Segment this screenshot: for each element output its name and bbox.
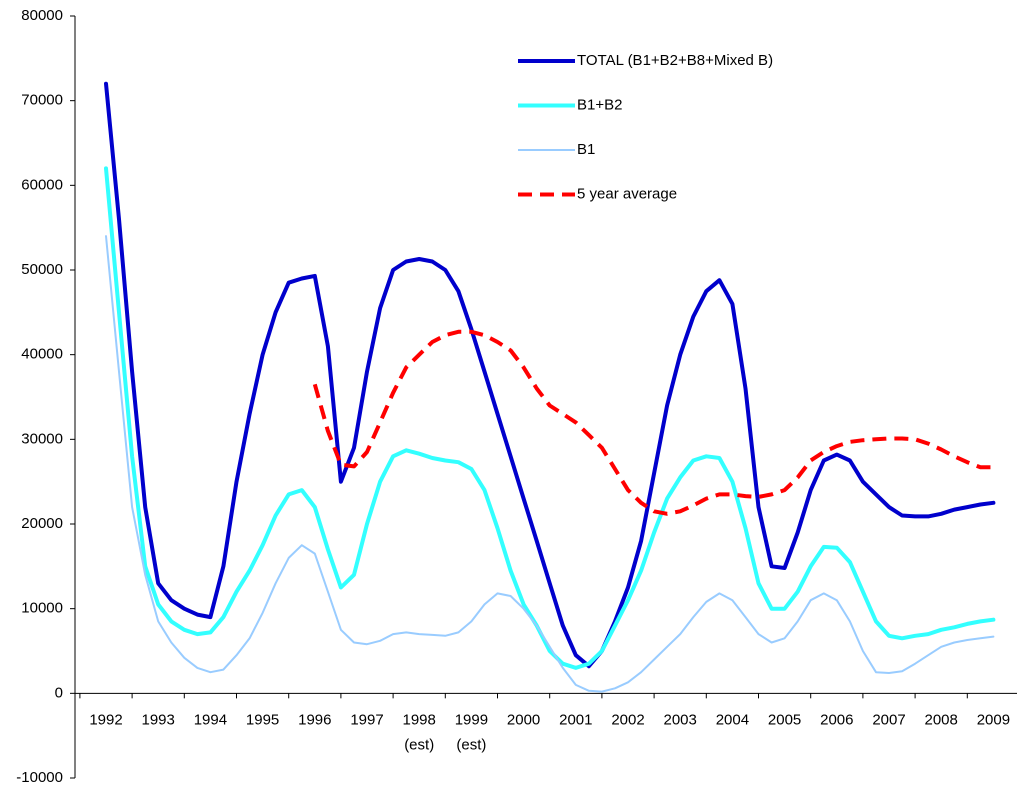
legend-label: TOTAL (B1+B2+B8+Mixed B) (577, 52, 773, 69)
annotation: (est) (404, 736, 434, 753)
x-tick-label: 2006 (820, 711, 853, 728)
series-line (105, 235, 995, 693)
x-tick-label: 2004 (716, 711, 749, 728)
x-tick-label: 2007 (872, 711, 905, 728)
x-tick-label: 1998 (403, 711, 436, 728)
y-tick-label: 0 (55, 684, 63, 701)
x-tick-label: 1993 (142, 711, 175, 728)
x-tick-label: 1996 (298, 711, 331, 728)
x-tick-label: 1995 (246, 711, 279, 728)
annotation: (est) (456, 736, 486, 753)
x-tick-label: 2002 (611, 711, 644, 728)
x-tick-label: 2008 (925, 711, 958, 728)
x-tick-label: 2000 (507, 711, 540, 728)
y-tick-label: 10000 (21, 600, 63, 617)
x-tick-label: 2005 (768, 711, 801, 728)
x-tick-label: 2003 (664, 711, 697, 728)
y-tick-label: 40000 (21, 346, 63, 363)
y-tick-label: 30000 (21, 430, 63, 447)
x-tick-label: 1999 (455, 711, 488, 728)
y-tick-label: 20000 (21, 515, 63, 532)
y-tick-label: 60000 (21, 176, 63, 193)
legend-label: B1+B2 (577, 96, 622, 113)
x-tick-label: 1994 (194, 711, 227, 728)
series-line (312, 329, 994, 516)
y-tick-label: -10000 (16, 769, 63, 786)
x-tick-label: 1997 (350, 711, 383, 728)
y-tick-label: 80000 (21, 7, 63, 24)
legend-label: B1 (577, 141, 595, 158)
series-line (104, 81, 996, 669)
x-tick-label: 1992 (89, 711, 122, 728)
y-tick-label: 50000 (21, 261, 63, 278)
y-tick-label: 70000 (21, 92, 63, 109)
series-line (104, 166, 996, 670)
x-tick-label: 2009 (977, 711, 1010, 728)
legend-label: 5 year average (577, 185, 677, 202)
x-tick-label: 2001 (559, 711, 592, 728)
